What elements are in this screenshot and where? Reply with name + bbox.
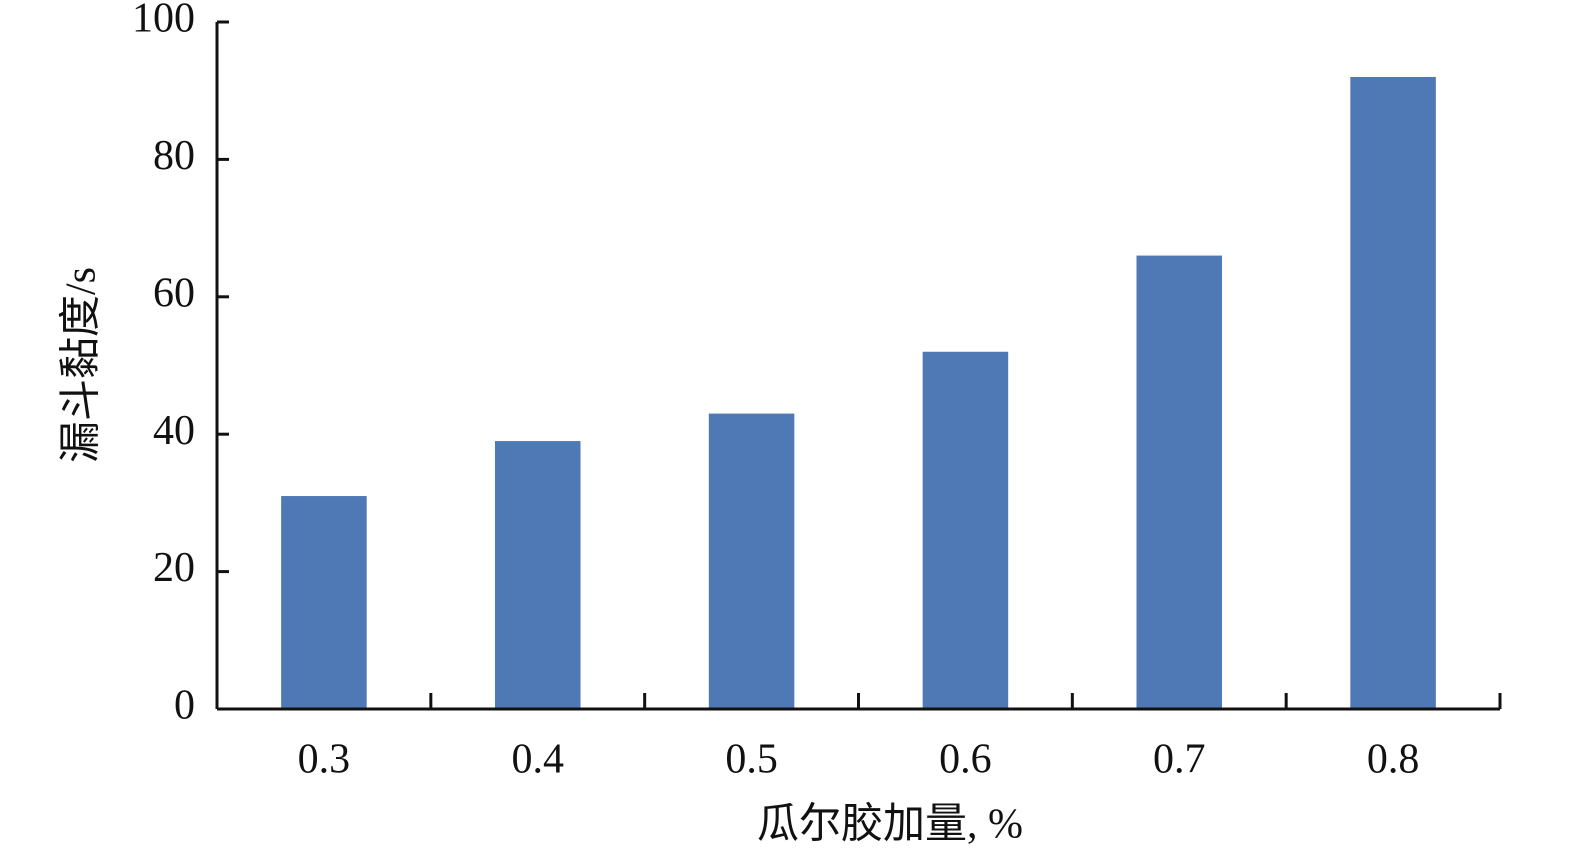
- y-tick-label: 100: [132, 0, 195, 42]
- bar: [494, 441, 581, 709]
- x-tick-label: 0.4: [512, 737, 565, 783]
- x-axis-label: 瓜尔胶加量, %: [757, 801, 1023, 848]
- x-tick-label: 0.8: [1367, 737, 1420, 783]
- x-tick-label: 0.7: [1153, 737, 1206, 783]
- bar: [922, 351, 1009, 709]
- x-tick-label: 0.3: [298, 737, 351, 783]
- y-axis-label: 漏斗黏度/s: [59, 267, 105, 463]
- y-tick-label: 80: [153, 133, 195, 179]
- bar: [708, 413, 795, 709]
- y-tick-label: 20: [153, 545, 195, 591]
- bar: [1136, 255, 1223, 709]
- y-tick-label: 60: [153, 270, 195, 316]
- bar: [281, 496, 367, 709]
- bar: [1350, 76, 1436, 709]
- x-tick-label: 0.5: [725, 737, 778, 783]
- y-tick-label: 40: [153, 408, 195, 454]
- y-tick-label: 0: [174, 683, 195, 729]
- x-tick-label: 0.6: [939, 737, 992, 783]
